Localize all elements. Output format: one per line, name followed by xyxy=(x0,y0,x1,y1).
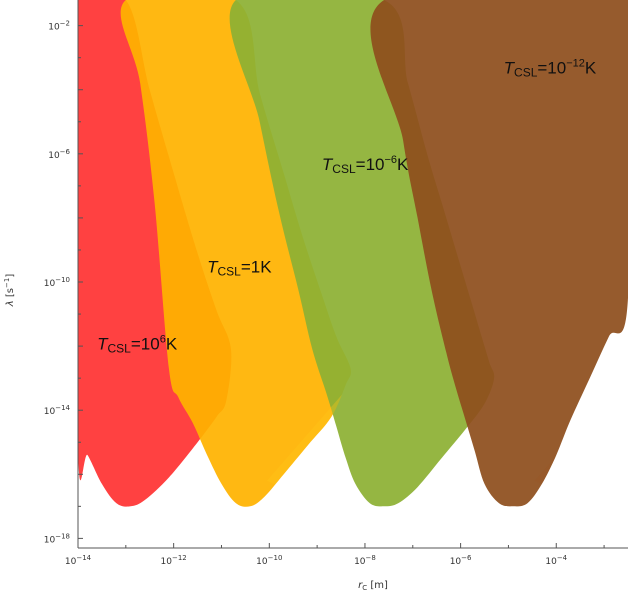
y-tick-label: 10−10 xyxy=(44,276,70,289)
region-2 xyxy=(120,0,351,507)
chart-axes: 10−14 10−12 10−10 10−8 10−6 10−4 10−2 10−6 10−10… xyxy=(44,0,628,567)
x-tick-label: 10−6 xyxy=(450,554,472,567)
region-label-4: TCSL=10−12K xyxy=(504,58,597,80)
x-axis-label: rC [m] xyxy=(358,580,388,592)
y-axis-label: λ [s−1] xyxy=(3,274,16,308)
x-tick-label: 10−8 xyxy=(354,554,376,567)
x-tick-label: 10−12 xyxy=(161,554,187,567)
x-tick-label: 10−10 xyxy=(256,554,282,567)
x-tick-label: 10−4 xyxy=(545,554,567,567)
region-label-1: TCSL=106K xyxy=(97,333,178,355)
y-tick-label: 10−14 xyxy=(44,404,71,417)
region-labels: TCSL=106K TCSL=1K TCSL=10−6K TCSL=10−12K xyxy=(97,58,597,356)
x-tick-label: 10−14 xyxy=(65,554,92,567)
region-3 xyxy=(229,0,495,507)
y-tick-label: 10−18 xyxy=(44,532,70,545)
region-label-3: TCSL=10−6K xyxy=(322,154,409,176)
region-label-2: TCSL=1K xyxy=(207,257,272,278)
y-tick-label: 10−2 xyxy=(48,20,70,33)
y-tick-label: 10−6 xyxy=(48,148,70,161)
region-4 xyxy=(370,0,628,507)
